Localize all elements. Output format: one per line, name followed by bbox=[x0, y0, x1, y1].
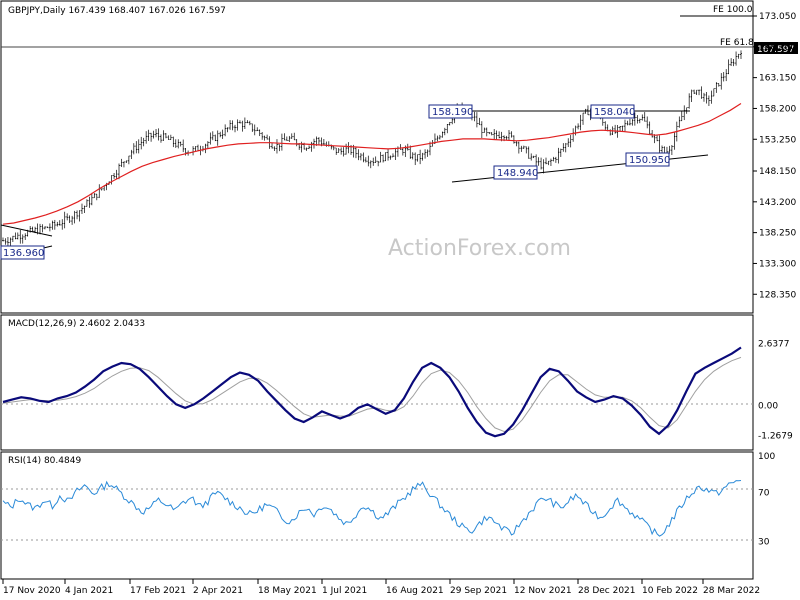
x-tick-label: 28 Mar 2022 bbox=[703, 586, 760, 596]
moving-average-line bbox=[2, 102, 742, 225]
x-tick-label: 4 Jan 2021 bbox=[65, 586, 113, 596]
price-axis: 173.050 168.100 163.150 158.200 153.250 148.1… bbox=[753, 12, 796, 300]
last-price-tag: 167.597 bbox=[754, 42, 798, 55]
price-tick-label: 128.350 bbox=[759, 290, 796, 300]
label-148940: 148.940 bbox=[493, 165, 538, 180]
x-tick-label: 17 Feb 2021 bbox=[130, 586, 186, 596]
label-136960: 136.960 bbox=[0, 245, 45, 260]
price-tick-label: 158.200 bbox=[759, 104, 796, 114]
price-tick-label: 173.050 bbox=[759, 12, 796, 22]
price-tick-label: 168.100 bbox=[759, 43, 796, 53]
rsi-line bbox=[2, 480, 742, 537]
price-header: GBPJPY,Daily 167.439 168.407 167.026 167… bbox=[8, 6, 226, 16]
macd-axis: 2.6377 0.00 -1.2679 bbox=[758, 339, 793, 441]
label-158040: 158.040 bbox=[590, 104, 635, 119]
price-panel-frame bbox=[0, 0, 754, 314]
svg-text:158.190: 158.190 bbox=[432, 107, 473, 118]
macd-tick-label: -1.2679 bbox=[758, 431, 793, 441]
price-tick-label: 138.250 bbox=[759, 229, 796, 239]
price-candles bbox=[2, 50, 742, 247]
fe618-label: FE 61.8 bbox=[720, 38, 754, 48]
svg-text:150.950: 150.950 bbox=[629, 155, 670, 166]
svg-text:136.960: 136.960 bbox=[3, 248, 44, 259]
label-158190: 158.190 bbox=[428, 104, 473, 119]
x-tick-label: 10 Feb 2022 bbox=[642, 586, 698, 596]
svg-text:167.597: 167.597 bbox=[757, 45, 794, 55]
macd-tick-label: 2.6377 bbox=[758, 339, 790, 349]
x-tick-label: 2 Apr 2021 bbox=[193, 586, 243, 596]
macd-line bbox=[2, 346, 742, 438]
x-tick-label: 29 Sep 2021 bbox=[450, 586, 507, 596]
rsi-axis: 100 70 30 bbox=[758, 452, 775, 547]
svg-text:158.040: 158.040 bbox=[594, 107, 635, 118]
rsi-tick-label: 100 bbox=[758, 452, 775, 462]
fe100-label: FE 100.0 bbox=[713, 5, 753, 15]
rsi-tick-label: 30 bbox=[758, 537, 770, 547]
label-150950: 150.950 bbox=[625, 152, 670, 167]
price-tick-label: 148.150 bbox=[759, 167, 796, 177]
macd-panel-frame bbox=[0, 314, 754, 451]
svg-text:148.940: 148.940 bbox=[497, 168, 538, 179]
x-tick-label: 1 Jul 2021 bbox=[322, 586, 367, 596]
rsi-panel-frame bbox=[0, 451, 754, 580]
price-tick-label: 143.200 bbox=[759, 198, 796, 208]
triangle-upper bbox=[0, 224, 53, 237]
price-tick-label: 163.150 bbox=[759, 74, 796, 84]
x-tick-label: 28 Dec 2021 bbox=[578, 586, 636, 596]
price-tick-label: 133.300 bbox=[759, 259, 796, 269]
price-tick-label: 153.250 bbox=[759, 135, 796, 145]
macd-header: MACD(12,26,9) 2.4602 2.0433 bbox=[8, 319, 145, 329]
x-tick-label: 18 May 2021 bbox=[258, 586, 317, 596]
rsi-header: RSI(14) 80.4849 bbox=[8, 456, 81, 466]
macd-signal-line bbox=[2, 356, 742, 433]
x-axis: 17 Nov 2020 4 Jan 2021 17 Feb 2021 2 Apr 20… bbox=[2, 579, 760, 596]
watermark: ActionForex.com bbox=[388, 236, 571, 261]
x-tick-label: 16 Aug 2021 bbox=[386, 586, 444, 596]
macd-tick-label: 0.00 bbox=[758, 402, 778, 412]
x-tick-label: 12 Nov 2021 bbox=[514, 586, 572, 596]
rsi-tick-label: 70 bbox=[758, 489, 770, 499]
x-tick-label: 17 Nov 2020 bbox=[3, 586, 61, 596]
